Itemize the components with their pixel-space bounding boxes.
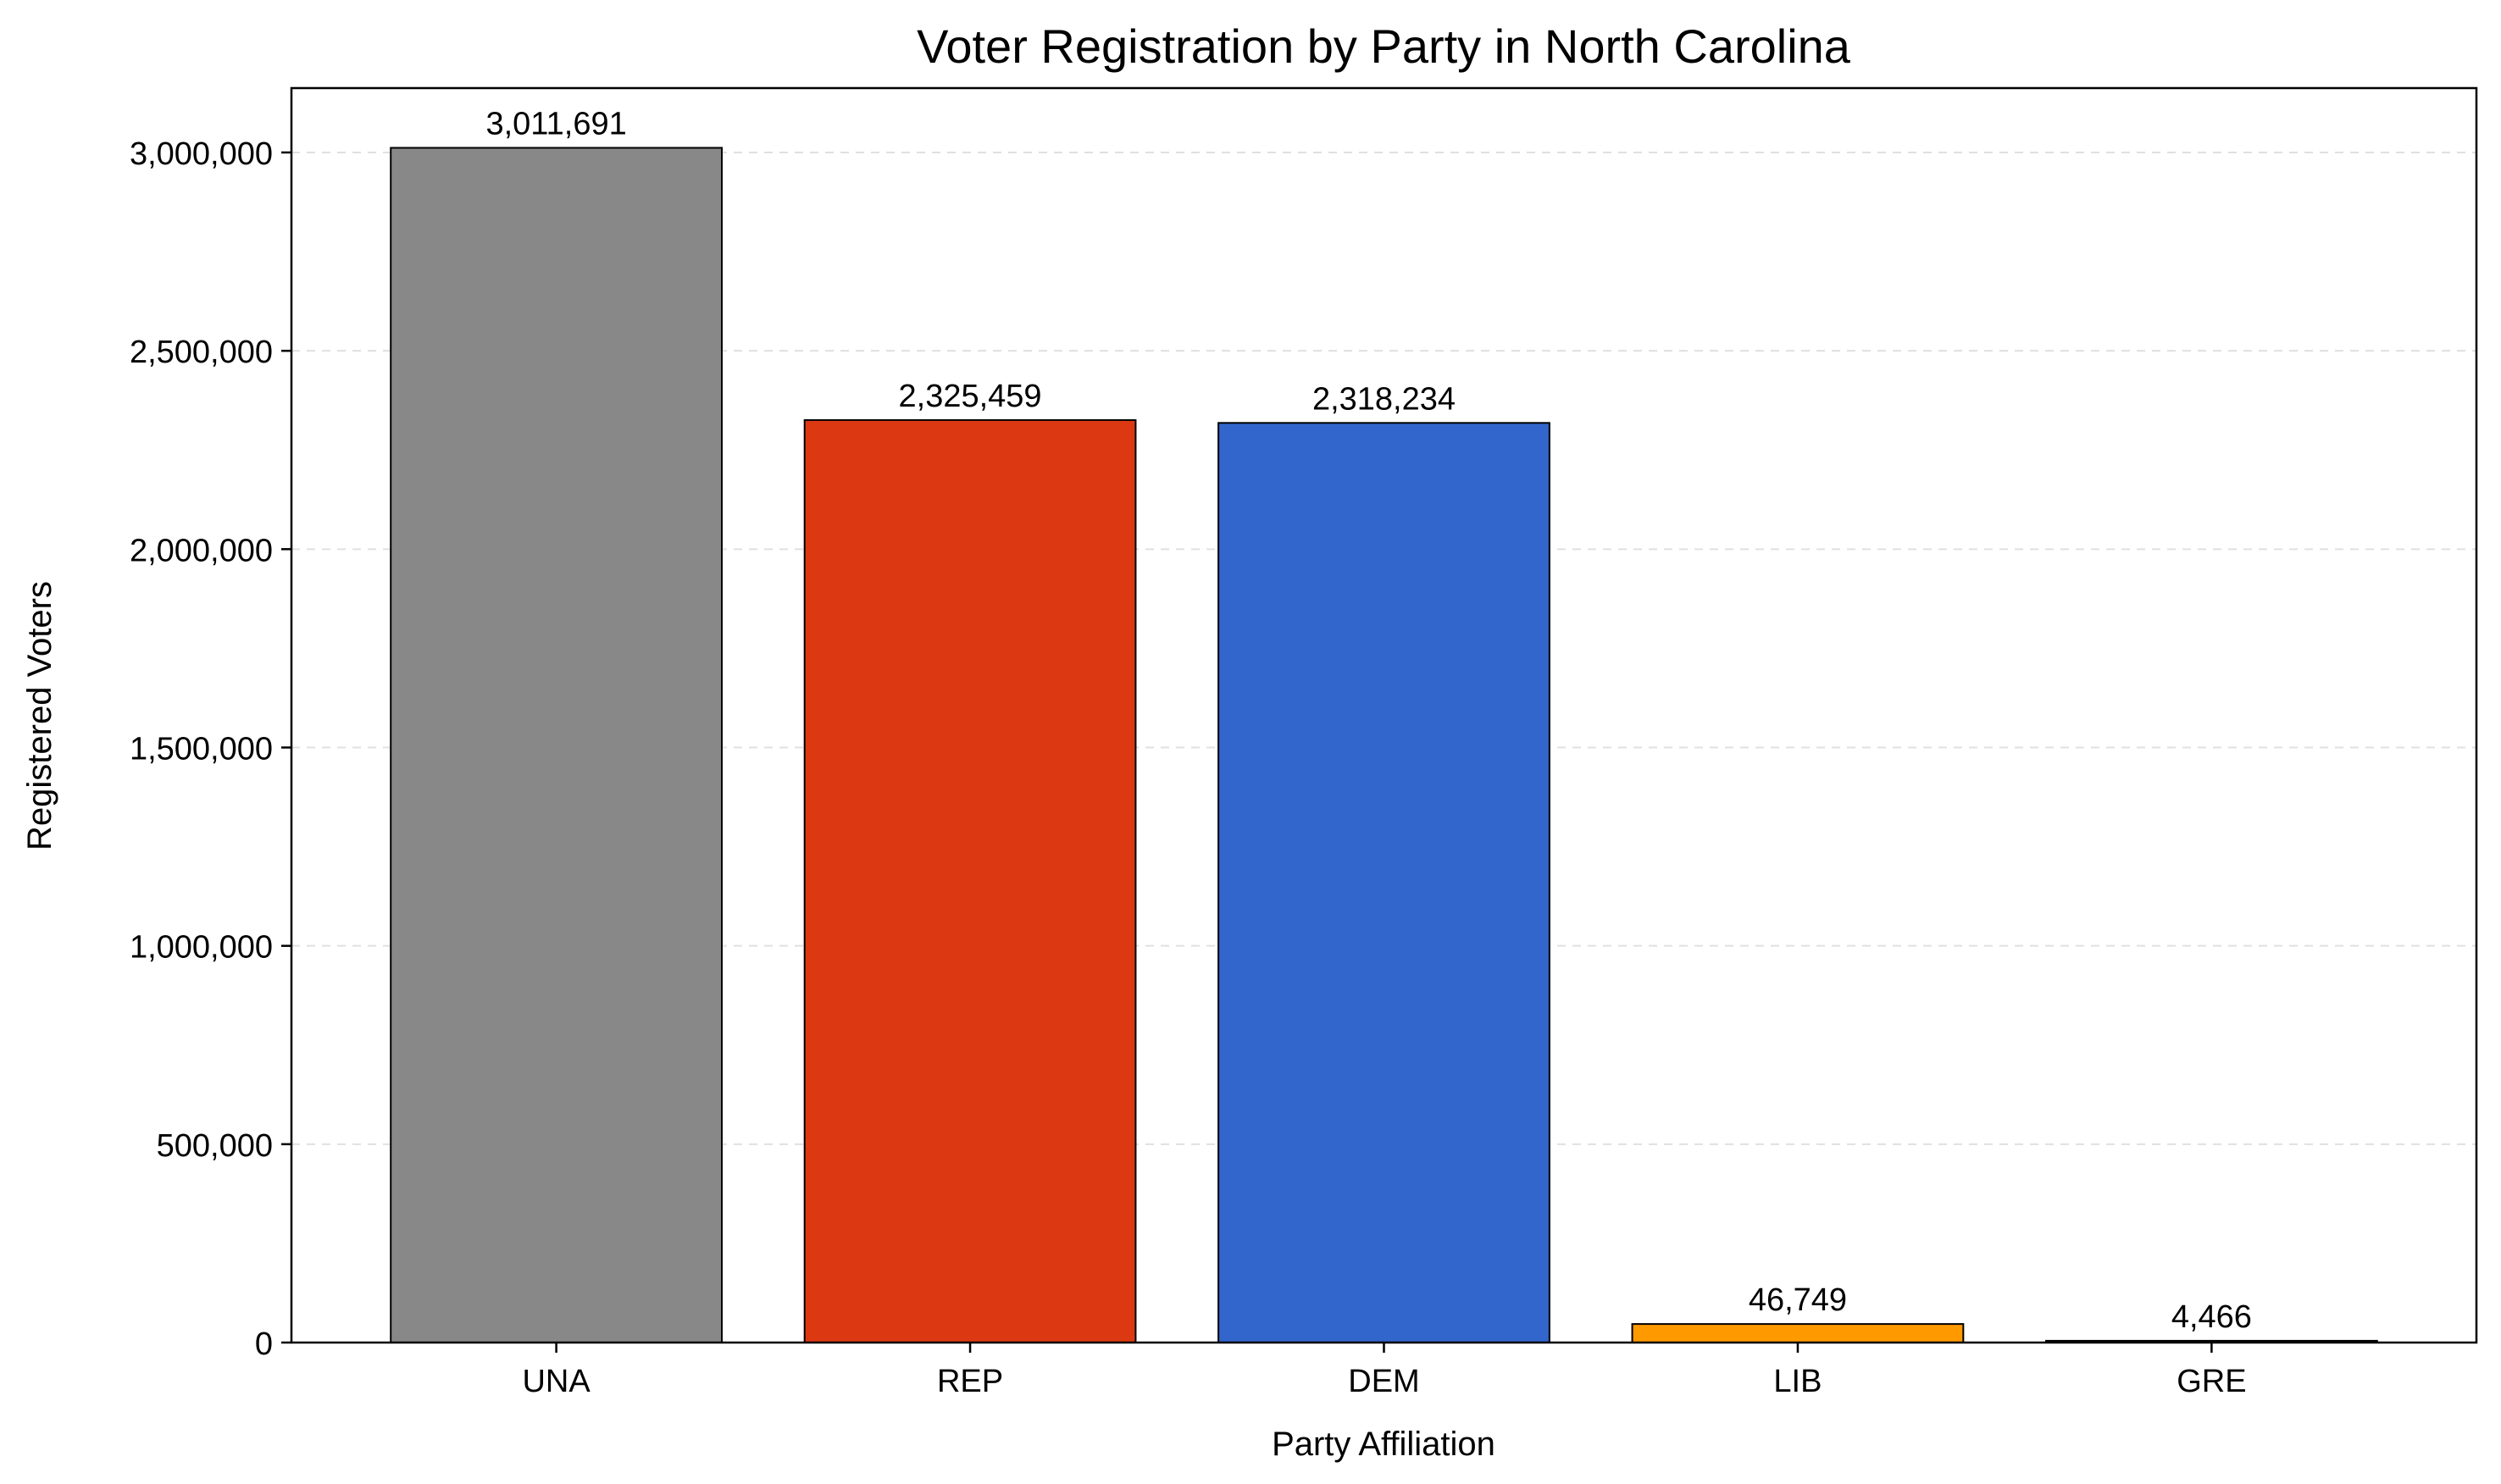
bar-dem	[1217, 422, 1550, 1343]
x-axis-ticks: UNA REP DEM LIB GRE	[522, 1343, 2247, 1399]
bar-value-label: 3,011,691	[485, 107, 626, 142]
bar-value-label: 4,466	[2171, 1299, 2252, 1335]
bar-rep	[803, 418, 1137, 1343]
y-axis-label: Registered Voters	[21, 581, 58, 850]
bar-una	[390, 147, 723, 1343]
chart-title: Voter Registration by Party in North Car…	[917, 19, 1851, 73]
bar-value-label: 46,749	[1749, 1282, 1847, 1318]
y-tick-label: 2,500,000	[130, 335, 273, 370]
y-tick-label: 3,000,000	[130, 136, 273, 172]
y-tick-label: 1,000,000	[130, 930, 273, 966]
x-tick-label: UNA	[522, 1364, 591, 1399]
gridlines	[291, 151, 2476, 1145]
bar-value-label: 2,318,234	[1312, 381, 1456, 417]
y-tick-label: 0	[255, 1326, 273, 1362]
y-tick-label: 500,000	[157, 1128, 273, 1164]
x-tick-label: REP	[937, 1364, 1003, 1399]
x-tick-label: LIB	[1773, 1364, 1822, 1399]
plot-frame	[290, 86, 2478, 1344]
x-tick-label: GRE	[2177, 1364, 2246, 1399]
y-tick-label: 2,000,000	[130, 533, 273, 568]
y-axis-ticks: 0 500,000 1,000,000 1,500,000 2,000,000 2,500…	[130, 136, 291, 1362]
bar-value-label: 2,325,459	[899, 379, 1042, 414]
y-tick-label: 1,500,000	[130, 731, 273, 767]
x-tick-label: DEM	[1348, 1364, 1419, 1399]
bar-lib	[1631, 1323, 1965, 1343]
x-axis-label: Party Affiliation	[1272, 1426, 1495, 1463]
bars: 3,011,691 2,325,459 2,318,234 46,749 4,466	[390, 107, 2378, 1344]
